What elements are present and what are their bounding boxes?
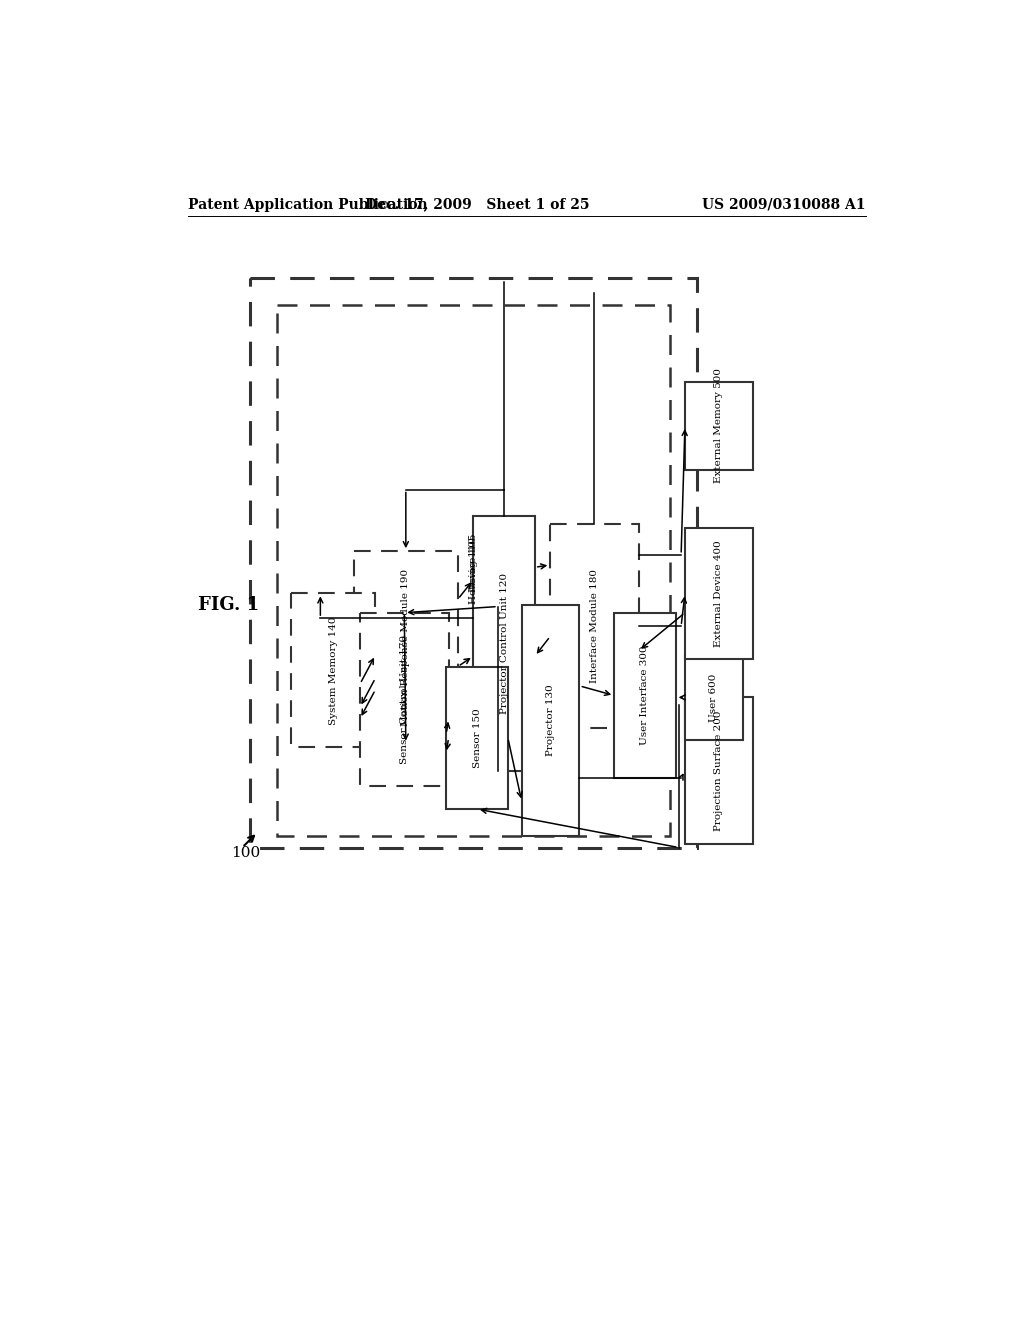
Text: Projector 130: Projector 130: [546, 685, 555, 756]
Text: User Interface 300: User Interface 300: [640, 645, 649, 746]
Text: Sensor Control Unit 170: Sensor Control Unit 170: [399, 635, 409, 764]
Text: External Memory 500: External Memory 500: [715, 368, 723, 483]
Bar: [521, 605, 580, 836]
Text: Interface Module 180: Interface Module 180: [590, 569, 599, 684]
Bar: [473, 516, 535, 771]
Text: 100: 100: [230, 846, 260, 859]
Bar: [250, 277, 696, 847]
Bar: [354, 552, 458, 743]
Text: US 2009/0310088 A1: US 2009/0310088 A1: [702, 198, 866, 211]
Text: Housing 110: Housing 110: [469, 537, 478, 603]
Bar: [685, 697, 753, 843]
Bar: [276, 305, 670, 836]
Bar: [446, 667, 508, 809]
Bar: [614, 612, 676, 779]
Text: Device 105: Device 105: [469, 533, 478, 591]
Text: System Memory 140: System Memory 140: [329, 616, 338, 725]
Bar: [360, 612, 449, 785]
Bar: [550, 524, 639, 729]
Text: Motion Response Module 190: Motion Response Module 190: [401, 569, 411, 726]
Text: Patent Application Publication: Patent Application Publication: [188, 198, 428, 211]
Text: Dec. 17, 2009   Sheet 1 of 25: Dec. 17, 2009 Sheet 1 of 25: [365, 198, 589, 211]
Text: Projection Surface 200: Projection Surface 200: [715, 710, 723, 830]
Text: Sensor 150: Sensor 150: [472, 708, 481, 768]
Text: User 600: User 600: [710, 673, 718, 722]
Text: Projector Control Unit 120: Projector Control Unit 120: [500, 573, 509, 714]
Text: FIG. 1: FIG. 1: [199, 597, 259, 614]
Bar: [685, 655, 742, 739]
Bar: [291, 594, 376, 747]
Text: External Device 400: External Device 400: [715, 540, 723, 647]
Bar: [685, 528, 753, 659]
Bar: [685, 381, 753, 470]
